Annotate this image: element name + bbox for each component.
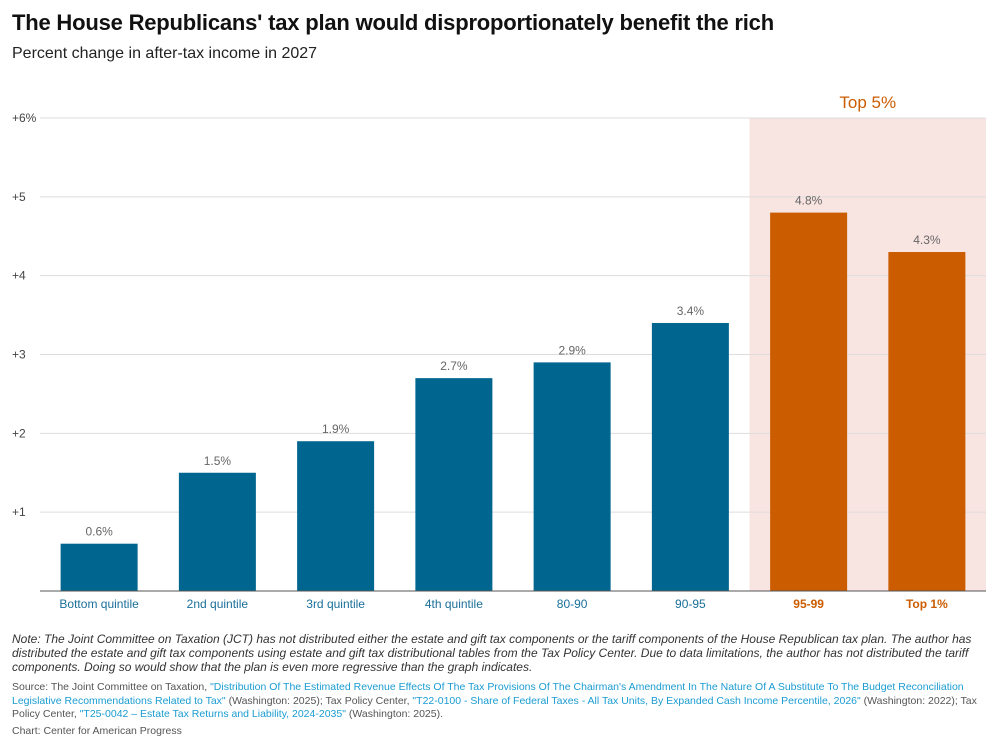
bar bbox=[770, 212, 848, 591]
x-tick-label: Top 1% bbox=[906, 597, 948, 611]
bar bbox=[651, 322, 729, 591]
x-tick-label: 80-90 bbox=[557, 597, 588, 611]
data-label: 3.4% bbox=[677, 304, 705, 318]
y-tick-label: +1 bbox=[12, 505, 26, 519]
data-label: 1.5% bbox=[204, 454, 232, 468]
y-tick-label: +5 bbox=[12, 190, 26, 204]
bar bbox=[888, 252, 966, 591]
y-tick-label: +4 bbox=[12, 269, 26, 283]
bar bbox=[533, 362, 611, 591]
bar bbox=[60, 543, 138, 591]
chart-subtitle: Percent change in after-tax income in 20… bbox=[12, 45, 318, 62]
highlight-band-label: Top 5% bbox=[839, 93, 896, 112]
data-label: 0.6% bbox=[85, 525, 113, 539]
source-link-tpc-share[interactable]: "T22-0100 - Share of Federal Taxes - All… bbox=[412, 694, 861, 707]
source-mid-1: (Washington: 2025); Tax Policy Center, bbox=[225, 694, 413, 707]
bar bbox=[178, 472, 256, 591]
data-label: 2.9% bbox=[558, 343, 586, 357]
data-label: 4.3% bbox=[913, 233, 941, 247]
x-tick-label: 3rd quintile bbox=[306, 597, 365, 611]
source-link-tpc-estate[interactable]: "T25-0042 – Estate Tax Returns and Liabi… bbox=[79, 708, 346, 720]
x-tick-label: Bottom quintile bbox=[59, 597, 139, 611]
bar bbox=[415, 378, 493, 591]
chart-credit: Chart: Center for American Progress bbox=[12, 725, 182, 737]
x-tick-label: 4th quintile bbox=[425, 597, 483, 611]
data-label: 2.7% bbox=[440, 359, 468, 373]
y-tick-label: +3 bbox=[12, 348, 26, 362]
chart-note: Note: The Joint Committee on Taxation (J… bbox=[12, 632, 972, 674]
source-prefix: Source: The Joint Committee on Taxation, bbox=[12, 681, 211, 693]
x-tick-label: 90-95 bbox=[675, 597, 706, 611]
chart-title: The House Republicans' tax plan would di… bbox=[12, 10, 774, 35]
x-tick-label: 2nd quintile bbox=[187, 597, 249, 611]
source-suffix: (Washington: 2025). bbox=[345, 708, 444, 720]
source-mid-2: (Washington: 2022); Tax Policy Center, bbox=[12, 694, 977, 721]
data-label: 4.8% bbox=[795, 194, 823, 208]
source-link-jct[interactable]: "Distribution Of The Estimated Revenue E… bbox=[12, 681, 964, 707]
chart-source: Source: The Joint Committee on Taxation,… bbox=[12, 681, 992, 722]
bar bbox=[297, 441, 375, 591]
y-tick-label: +6% bbox=[12, 111, 37, 125]
data-label: 1.9% bbox=[322, 422, 350, 436]
y-tick-label: +2 bbox=[12, 426, 26, 440]
x-tick-label: 95-99 bbox=[793, 597, 824, 611]
bar-chart: Top 5% +1 +2 +3 +4 +5 +6% 0.6% Bottom quintile 1.… bbox=[12, 93, 986, 611]
